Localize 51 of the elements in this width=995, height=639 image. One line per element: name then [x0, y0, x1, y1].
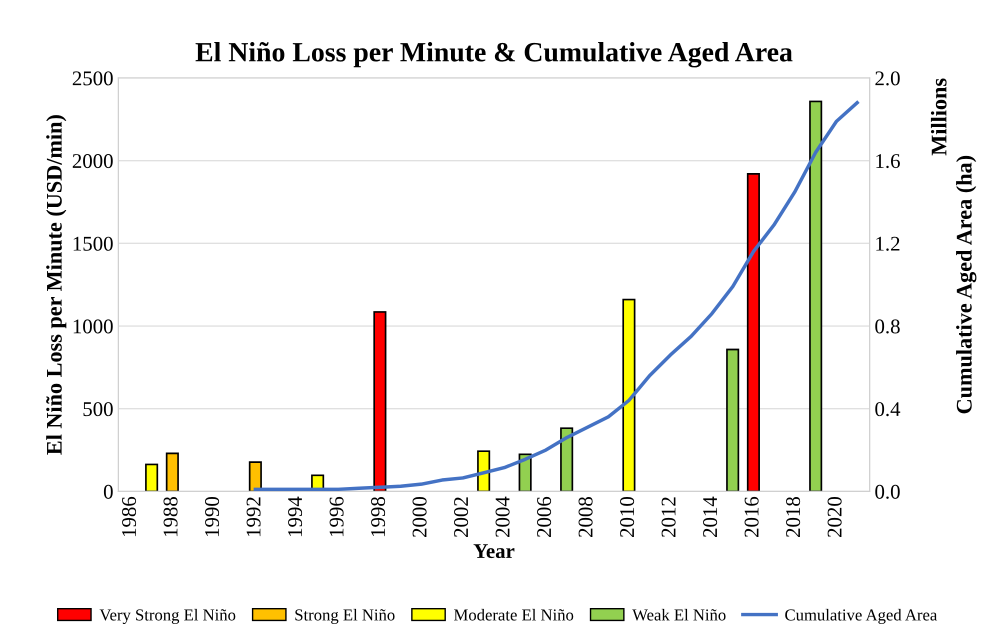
bar	[560, 427, 574, 492]
x-tick-label: 2014	[703, 496, 718, 538]
x-tick-label: 2004	[496, 496, 510, 538]
x-tick-label: 2000	[412, 497, 427, 538]
x-tick-label: 2012	[662, 497, 676, 538]
legend-label: Moderate El Niño	[454, 608, 574, 621]
x-tick-label: 2016	[744, 496, 759, 538]
text: Millions	[930, 78, 947, 156]
legend-label: Weak El Niño	[632, 608, 726, 621]
chart-title: El Niño Loss per Minute & Cumulative Aged Area	[196, 42, 792, 68]
y-tick-label: 0	[104, 484, 113, 499]
x-tick-label: 2018	[786, 497, 800, 538]
bar	[248, 461, 262, 492]
x-axis-title: Year	[474, 544, 514, 558]
y2-tick-label: 0.8	[875, 319, 900, 334]
x-tick-label: 2002	[454, 497, 468, 538]
bar	[373, 311, 386, 492]
x-tick-label: 1996	[330, 496, 344, 536]
y2-tick-label: 1.6	[876, 154, 900, 168]
bar	[145, 464, 158, 492]
x-tick-label: 1986	[122, 496, 136, 536]
x-tick-label: 1992	[246, 497, 261, 536]
y2-tick-label: 0.4	[875, 402, 900, 416]
legend-label: Cumulative Aged Area	[785, 608, 938, 624]
y-axis-title: El Niño Loss per Minute (USD/min)	[46, 115, 66, 455]
x-tick-label: 1998	[371, 497, 386, 536]
legend-label: Strong El Niño	[295, 608, 395, 624]
bar	[726, 348, 740, 492]
y2-tick-label: 1.2	[876, 236, 900, 251]
x-tick-label: 1988	[164, 497, 178, 536]
y-tick-label: 2000	[72, 154, 113, 168]
x-tick-label: 1990	[205, 497, 220, 536]
bar	[166, 452, 179, 492]
y2-axis-title: Cumulative Aged Area (ha)	[956, 156, 976, 414]
y-tick-label: 2500	[72, 71, 113, 86]
bar	[622, 298, 636, 492]
y2-tick-label: 2.0	[875, 71, 900, 86]
line-series	[254, 101, 859, 492]
y-tick-label: 1000	[74, 319, 113, 334]
bar	[477, 450, 490, 492]
x-tick-label: 2008	[578, 497, 593, 538]
x-tick-label: 1994	[288, 496, 302, 536]
bar	[746, 173, 760, 492]
y2-tick-label: 0.0	[875, 484, 900, 499]
x-tick-label: 2006	[537, 496, 552, 538]
x-tick-label: 2010	[620, 497, 634, 538]
bar	[809, 100, 822, 492]
y-tick-label: 1500	[74, 236, 113, 251]
x-tick-label: 2020	[828, 497, 842, 538]
y-tick-label: 500	[84, 402, 113, 416]
legend-label: Very Strong El Niño	[100, 608, 236, 624]
